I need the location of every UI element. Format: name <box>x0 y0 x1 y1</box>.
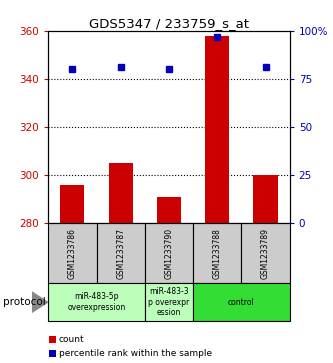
Text: GSM1233790: GSM1233790 <box>165 228 173 279</box>
Text: protocol: protocol <box>3 297 46 307</box>
Bar <box>60 185 85 223</box>
Text: GSM1233788: GSM1233788 <box>213 228 222 279</box>
Bar <box>205 36 229 223</box>
Text: miR-483-5p
overexpression: miR-483-5p overexpression <box>68 293 126 312</box>
Text: GSM1233787: GSM1233787 <box>116 228 125 279</box>
Title: GDS5347 / 233759_s_at: GDS5347 / 233759_s_at <box>89 17 249 30</box>
Bar <box>48 223 97 283</box>
Text: percentile rank within the sample: percentile rank within the sample <box>59 350 212 358</box>
Text: control: control <box>228 298 255 307</box>
Text: miR-483-3
p overexpr
ession: miR-483-3 p overexpr ession <box>149 287 189 317</box>
Bar <box>241 223 290 283</box>
Bar <box>145 223 193 283</box>
Bar <box>193 223 241 283</box>
Polygon shape <box>32 292 48 313</box>
Text: count: count <box>59 335 85 344</box>
Bar <box>157 197 181 223</box>
Bar <box>49 335 56 343</box>
Bar <box>145 283 193 321</box>
Text: GSM1233789: GSM1233789 <box>261 228 270 279</box>
Text: GSM1233786: GSM1233786 <box>68 228 77 279</box>
Bar <box>97 223 145 283</box>
Bar <box>48 283 145 321</box>
Bar <box>49 350 56 357</box>
Bar <box>253 175 278 223</box>
Bar <box>109 163 133 223</box>
Bar <box>193 283 290 321</box>
